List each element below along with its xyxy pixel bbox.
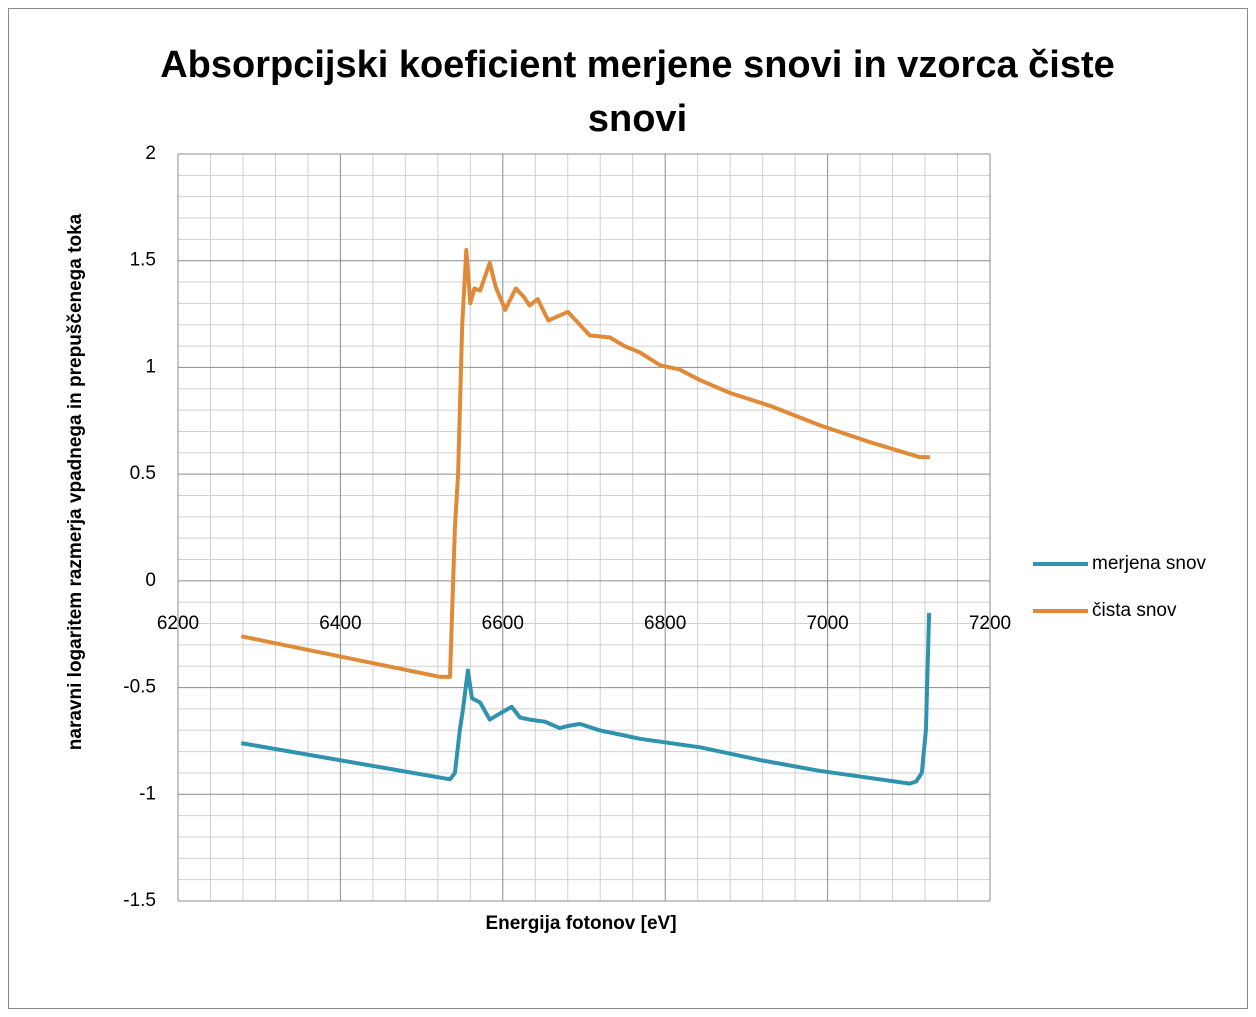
y-axis-label: naravni logaritem razmerja vpadnega in p… [65, 213, 86, 750]
y-tick-label: -1 [139, 783, 156, 804]
y-tick-label: -0.5 [123, 677, 156, 698]
line [240, 248, 930, 679]
chart-title: Absorpcijski koeficient merjene snovi in… [160, 44, 1115, 140]
legend-label: merjena snov [1092, 553, 1207, 574]
chart-frame [8, 8, 1248, 1009]
x-tick-label: 7000 [806, 613, 848, 634]
x-axis-label: Energija fotonov [eV] [485, 913, 676, 934]
x-tick-label: 6800 [644, 613, 686, 634]
y-tick-label: 0.5 [130, 463, 156, 484]
legend-label: čista snov [1092, 600, 1177, 621]
x-tick-label: 6600 [482, 613, 524, 634]
grid [177, 153, 991, 902]
x-tick-label: 7200 [969, 613, 1011, 634]
y-tick-label: 1.5 [130, 250, 156, 271]
y-tick-label: 1 [145, 356, 156, 377]
line [240, 612, 932, 786]
y-tick-label: -1.5 [123, 890, 156, 911]
y-tick-label: 0 [145, 570, 156, 591]
y-tick-label: 2 [145, 143, 156, 164]
x-tick-label: 6400 [319, 613, 361, 634]
